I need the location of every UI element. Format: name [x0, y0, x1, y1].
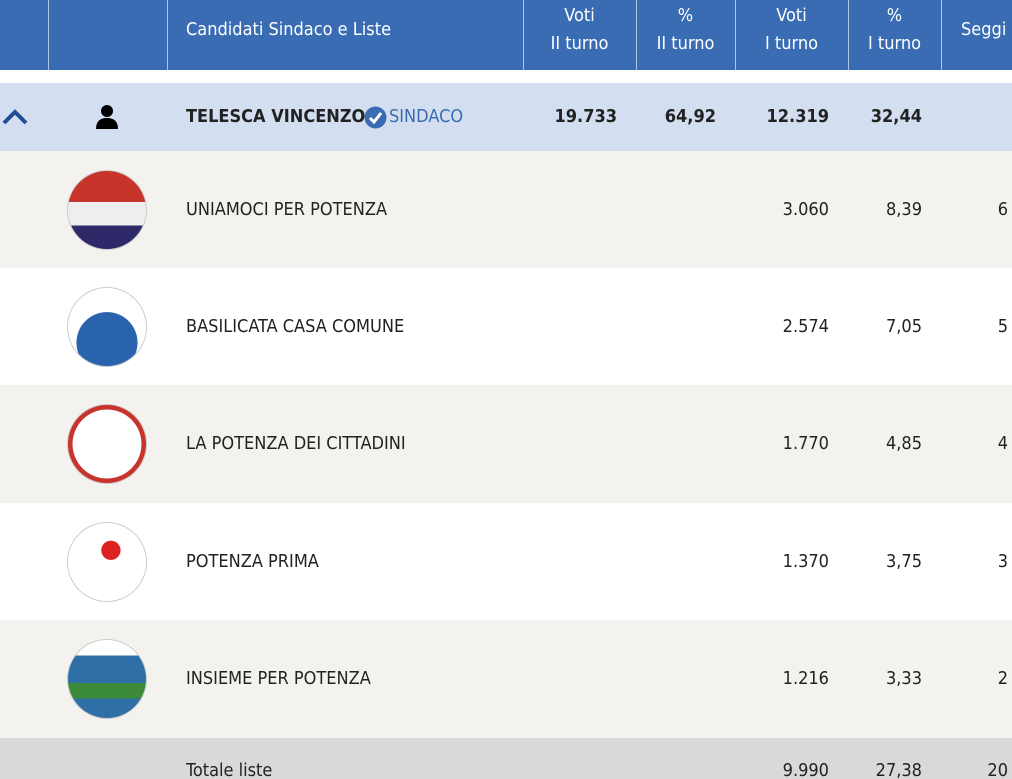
pct-1: 32,44	[870, 106, 922, 127]
list-pct: 4,85	[885, 433, 922, 454]
list-name: UNIAMOCI PER POTENZA	[186, 198, 388, 220]
total-label: Totale liste	[186, 760, 273, 779]
list-name: POTENZA PRIMA	[186, 550, 319, 572]
candidate-role: SINDACO	[389, 106, 464, 127]
total-seats: 20	[987, 760, 1008, 779]
list-name: BASILICATA CASA COMUNE	[186, 315, 405, 337]
list-row: BASILICATA CASA COMUNE 2.574 7,05 5	[0, 268, 1012, 385]
list-pct: 3,33	[885, 668, 922, 689]
list-name: LA POTENZA DEI CITTADINI	[186, 433, 406, 454]
header-cell: Voti I turno	[764, 5, 819, 54]
list-votes: 1.370	[782, 550, 829, 572]
list-seats: 3	[997, 550, 1008, 572]
list-seats: 4	[997, 433, 1008, 454]
list-votes: 3.060	[782, 198, 829, 220]
header-cell: Voti II turno	[550, 5, 609, 54]
list-row: INSIEME PER POTENZA 1.216 3,33 2	[0, 620, 1012, 738]
list-name: INSIEME PER POTENZA	[186, 668, 371, 689]
list-votes: 2.574	[782, 315, 829, 337]
header-row: Candidati Sindaco e Liste Voti II turno …	[0, 0, 1012, 70]
header-cell: Seggi	[961, 19, 1007, 40]
list-row: LA POTENZA DEI CITTADINI 1.770 4,85 4	[0, 385, 1012, 503]
list-logo	[67, 286, 147, 367]
list-pct: 7,05	[885, 315, 922, 337]
candidate-row: TELESCA VINCENZO SINDACO 19.733 64,92 12…	[0, 83, 1012, 151]
divider	[636, 0, 637, 70]
total-row: Totale liste 9.990 27,38 20	[0, 738, 1012, 779]
divider	[523, 0, 524, 70]
check-icon	[364, 106, 387, 129]
divider	[48, 0, 49, 70]
candidate-name: TELESCA VINCENZO	[186, 106, 366, 127]
total-pct: 27,38	[875, 760, 922, 779]
list-logo	[67, 169, 147, 250]
header-cell: % I turno	[867, 5, 922, 54]
list-votes: 1.216	[782, 668, 829, 689]
person-icon	[96, 105, 118, 129]
votes-1: 12.319	[766, 106, 830, 127]
list-row: UNIAMOCI PER POTENZA 3.060 8,39 6	[0, 151, 1012, 268]
list-votes: 1.770	[782, 433, 829, 454]
list-seats: 5	[997, 315, 1008, 337]
divider	[848, 0, 849, 70]
divider	[167, 0, 168, 70]
pct-2: 64,92	[664, 106, 716, 127]
collapse-icon[interactable]	[2, 109, 28, 125]
list-seats: 6	[997, 198, 1008, 220]
header-cell: % II turno	[656, 5, 715, 54]
list-seats: 2	[997, 668, 1008, 689]
divider	[941, 0, 942, 70]
list-logo	[67, 521, 147, 602]
list-row: POTENZA PRIMA 1.370 3,75 3	[0, 503, 1012, 620]
list-logo	[67, 639, 147, 719]
list-logo	[67, 404, 147, 484]
header-cell: Candidati Sindaco e Liste	[186, 19, 392, 40]
divider	[735, 0, 736, 70]
list-pct: 3,75	[885, 550, 922, 572]
list-pct: 8,39	[885, 198, 922, 220]
total-votes: 9.990	[782, 760, 829, 779]
votes-2: 19.733	[554, 106, 618, 127]
